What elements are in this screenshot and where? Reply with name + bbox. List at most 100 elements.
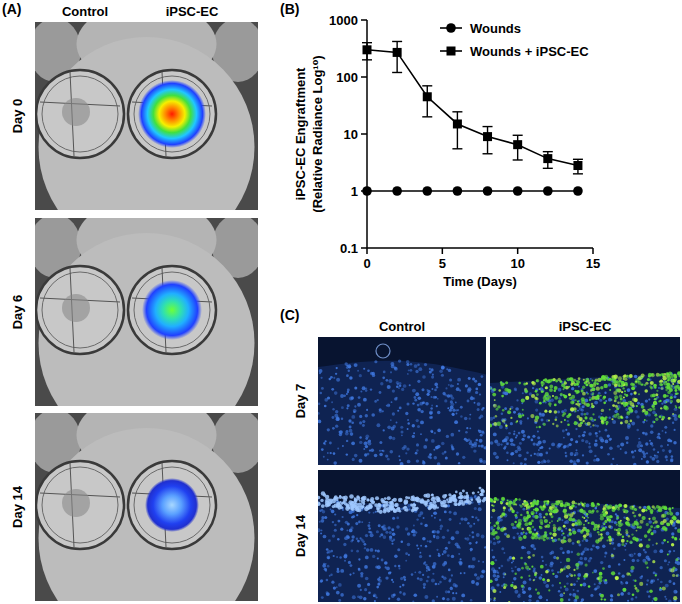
nucleus bbox=[404, 578, 407, 581]
nucleus bbox=[658, 387, 660, 389]
nucleus bbox=[482, 407, 484, 409]
nucleus bbox=[447, 529, 450, 532]
ipsc-ec-signal bbox=[678, 406, 680, 409]
ipsc-ec-signal bbox=[507, 389, 511, 393]
nucleus bbox=[418, 367, 422, 371]
ipsc-ec-signal bbox=[555, 419, 558, 422]
error-cap bbox=[543, 151, 553, 152]
ipsc-ec-signal bbox=[554, 403, 557, 406]
error-cap bbox=[543, 168, 553, 169]
ipsc-ec-signal bbox=[526, 382, 528, 384]
nucleus bbox=[391, 528, 394, 531]
nucleus bbox=[412, 424, 415, 427]
nucleus bbox=[673, 395, 676, 398]
nucleus bbox=[360, 574, 363, 577]
nucleus bbox=[514, 387, 517, 390]
ipsc-ec-signal bbox=[554, 396, 558, 400]
nucleus bbox=[477, 408, 480, 411]
nucleus bbox=[461, 600, 464, 602]
nucleus bbox=[496, 575, 499, 578]
nucleus bbox=[359, 415, 362, 418]
nucleus bbox=[447, 394, 451, 398]
nucleus bbox=[566, 582, 568, 584]
ipsc-ec-signal bbox=[612, 404, 615, 407]
ipsc-ec-signal bbox=[575, 410, 577, 412]
nucleus bbox=[518, 432, 521, 435]
wound bbox=[62, 294, 90, 322]
nucleus bbox=[458, 430, 460, 432]
nucleus bbox=[432, 573, 434, 575]
nucleus bbox=[567, 420, 569, 422]
nucleus bbox=[387, 526, 390, 529]
tissue bbox=[318, 361, 486, 465]
nucleus bbox=[563, 445, 567, 449]
image-background bbox=[490, 470, 680, 602]
nucleus bbox=[422, 402, 425, 405]
nucleus bbox=[347, 404, 350, 407]
nucleus bbox=[398, 455, 400, 457]
nucleus bbox=[598, 459, 600, 461]
nucleus bbox=[450, 403, 454, 407]
ipsc-ec-signal bbox=[552, 395, 554, 397]
nucleus bbox=[400, 462, 404, 465]
nucleus bbox=[517, 447, 521, 451]
nucleus bbox=[411, 531, 413, 533]
nucleus bbox=[536, 444, 538, 446]
nucleus bbox=[374, 360, 377, 363]
background bbox=[0, 0, 682, 604]
nucleus bbox=[450, 587, 453, 590]
nucleus bbox=[378, 524, 381, 527]
nucleus bbox=[424, 595, 428, 599]
nucleus bbox=[673, 441, 677, 445]
ipsc-ec-signal bbox=[597, 395, 600, 398]
mouse-image bbox=[35, 22, 258, 210]
ipsc-ec-signal bbox=[556, 425, 559, 428]
nucleus bbox=[558, 397, 561, 400]
nucleus bbox=[556, 444, 560, 448]
epidermis bbox=[354, 497, 356, 499]
nucleus bbox=[457, 383, 459, 385]
epidermis bbox=[362, 502, 365, 505]
nucleus bbox=[358, 396, 361, 399]
ipsc-ec-signal bbox=[552, 423, 554, 425]
ipsc-ec-signal bbox=[638, 393, 640, 395]
epidermis bbox=[442, 500, 446, 504]
nucleus bbox=[477, 519, 480, 522]
ipsc-ec-signal bbox=[615, 405, 618, 408]
nucleus bbox=[550, 398, 554, 402]
nucleus bbox=[449, 518, 452, 521]
nucleus bbox=[445, 456, 448, 459]
ipsc-ec-signal bbox=[615, 380, 619, 384]
nucleus bbox=[636, 415, 639, 418]
nucleus bbox=[481, 570, 484, 573]
nucleus bbox=[420, 433, 422, 435]
ipsc-ec-signal bbox=[587, 422, 591, 426]
nucleus bbox=[409, 384, 411, 386]
nucleus bbox=[430, 396, 432, 398]
nucleus bbox=[520, 422, 523, 425]
nucleus bbox=[336, 570, 339, 573]
epidermis bbox=[339, 495, 341, 497]
nucleus bbox=[335, 373, 337, 375]
nucleus bbox=[617, 445, 620, 448]
nucleus bbox=[460, 572, 462, 574]
ipsc-ec-signal bbox=[563, 386, 566, 389]
nucleus bbox=[460, 406, 463, 409]
nucleus bbox=[354, 454, 358, 458]
nucleus bbox=[511, 452, 514, 455]
nucleus bbox=[387, 458, 390, 461]
nucleus bbox=[364, 543, 367, 546]
nucleus bbox=[362, 424, 365, 427]
nucleus bbox=[359, 421, 362, 424]
ipsc-ec-signal bbox=[582, 386, 585, 389]
nucleus bbox=[387, 425, 391, 429]
nucleus bbox=[381, 559, 384, 562]
ipsc-ec-signal bbox=[535, 390, 538, 393]
nucleus bbox=[347, 364, 351, 368]
nucleus bbox=[478, 383, 481, 386]
ipsc-ec-signal bbox=[570, 383, 573, 386]
nucleus bbox=[429, 540, 432, 543]
ipsc-ec-signal bbox=[571, 380, 574, 383]
nucleus bbox=[434, 517, 436, 519]
nucleus bbox=[425, 438, 428, 441]
